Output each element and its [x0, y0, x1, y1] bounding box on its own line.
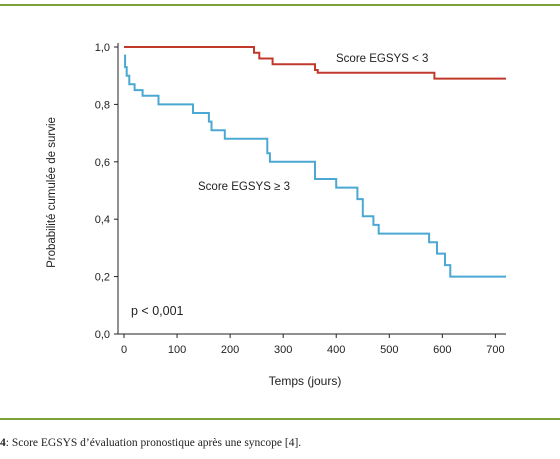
bottom-rule	[0, 418, 560, 420]
p-value-annotation: p < 0,001	[131, 304, 184, 318]
x-tick-label: 200	[221, 344, 239, 356]
y-tick-label: 0,2	[95, 272, 110, 284]
survival-chart: 0,0 0,2 0,4 0,6 0,8 1,0 0 100 200 300 400 500 600 700…	[46, 42, 506, 388]
x-tick-label: 700	[486, 344, 504, 356]
y-tick-label: 1,0	[95, 42, 110, 54]
y-tick-label: 0,8	[95, 99, 110, 111]
x-tick-label: 500	[380, 344, 398, 356]
y-tick-label: 0,0	[95, 329, 110, 341]
x-tick-label: 0	[121, 344, 127, 356]
x-tick-label: 600	[433, 344, 451, 356]
series-line-1	[124, 46, 506, 80]
y-tick-label: 0,4	[95, 214, 110, 226]
y-tick-label: 0,6	[95, 157, 110, 169]
x-axis-label: Temps (jours)	[269, 374, 342, 388]
top-rule	[0, 4, 560, 6]
series-label-1: Score EGSYS < 3	[336, 53, 428, 65]
x-tick-label: 100	[168, 344, 186, 356]
figure-caption: 4: Score EGSYS d’évaluation pronostique …	[0, 437, 301, 449]
caption-text: : Score EGSYS d’évaluation pronostique a…	[5, 437, 302, 449]
x-tick-label: 400	[327, 344, 345, 356]
series-line-2	[124, 54, 506, 278]
x-tick-label: 300	[274, 344, 292, 356]
series-label-2: Score EGSYS ≥ 3	[198, 181, 290, 193]
y-axis-label: Probabilité cumulée de survie	[46, 117, 58, 268]
caption-number: 4	[0, 437, 6, 449]
